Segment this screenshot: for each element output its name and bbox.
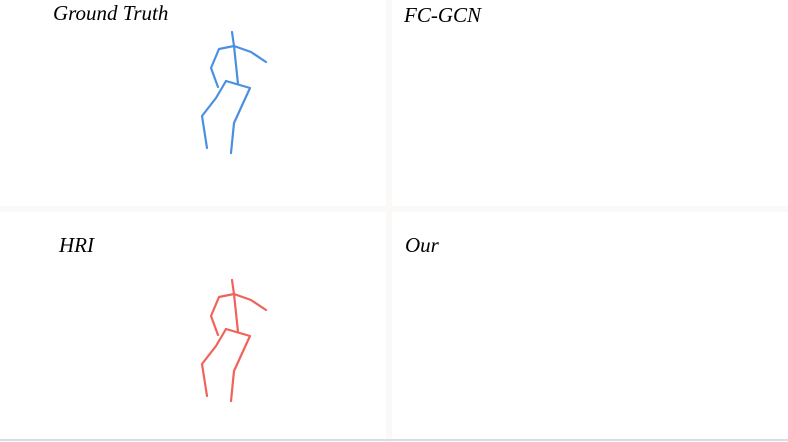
skeleton-right-arm xyxy=(232,44,268,64)
skeleton-right-arm xyxy=(232,292,268,312)
skeleton-spine xyxy=(230,30,240,86)
skeleton-right-leg xyxy=(224,79,252,155)
skeleton-left-leg xyxy=(200,327,228,398)
skeleton-left-arm xyxy=(209,292,236,337)
panel-title: Ground Truth xyxy=(53,1,169,25)
panel-title: Our xyxy=(405,233,439,257)
skeleton-left-leg xyxy=(200,79,228,150)
panel-title: FC-GCN xyxy=(404,3,482,27)
skeleton-spine xyxy=(230,278,240,334)
panel-hri: HRI xyxy=(0,212,386,442)
skeleton-figure xyxy=(392,212,788,442)
skeleton-figure xyxy=(200,278,268,403)
panel-fc-gcn: FC-GCN xyxy=(392,0,788,206)
panel-title: HRI xyxy=(59,233,94,257)
skeleton-right-leg xyxy=(224,327,252,403)
skeleton-figure xyxy=(392,0,788,206)
skeleton-left-arm xyxy=(209,44,236,89)
bottom-divider xyxy=(0,439,788,441)
panel-ground-truth: Ground Truth xyxy=(0,0,386,206)
panel-our: Our xyxy=(392,212,788,442)
skeleton-figure xyxy=(200,30,268,155)
